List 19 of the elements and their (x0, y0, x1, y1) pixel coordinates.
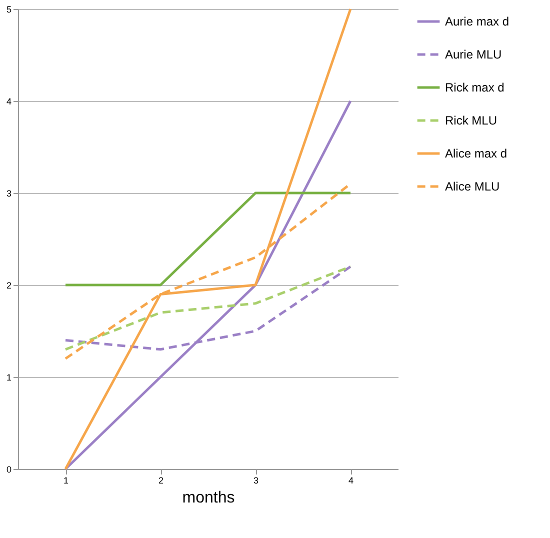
line-series (64, 100, 352, 470)
y-tick-label: 0 (6, 464, 12, 474)
x-tick-label: 4 (348, 476, 354, 486)
y-tick-label: 4 (6, 96, 12, 106)
legend-label: Aurie MLU (445, 48, 502, 62)
legend-label: Alice max d (445, 146, 508, 160)
legend-label: Rick MLU (445, 114, 498, 128)
y-tick-label: 1 (6, 372, 12, 382)
x-tick-label: 3 (253, 476, 259, 486)
y-tick-label: 3 (6, 188, 12, 198)
legend-label: Alice MLU (445, 180, 500, 194)
legend-label: Aurie max d (445, 14, 510, 28)
line-series (64, 8, 352, 470)
x-tick-label: 1 (63, 476, 69, 486)
y-tick-label: 5 (6, 4, 12, 14)
x-axis-title: months (182, 490, 235, 506)
legend-label: Rick max d (445, 80, 504, 94)
x-tick-label: 2 (158, 476, 164, 486)
y-tick-label: 2 (6, 280, 12, 290)
